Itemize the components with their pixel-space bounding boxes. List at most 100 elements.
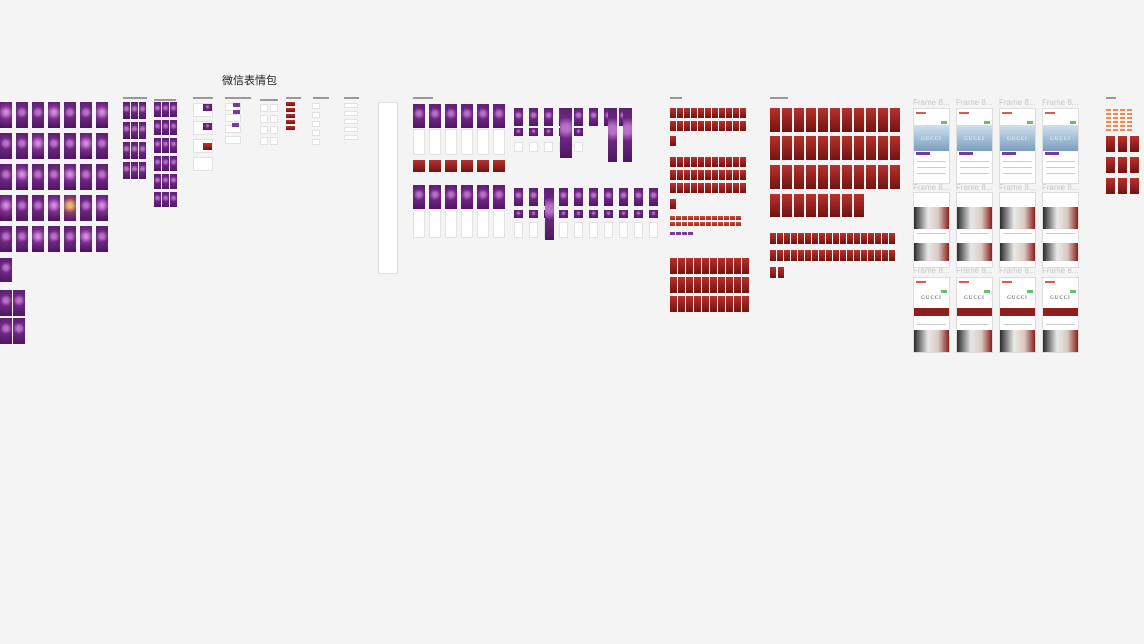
- red-artboard[interactable]: [819, 250, 825, 261]
- red-artboard[interactable]: [770, 165, 780, 189]
- red-artboard[interactable]: [847, 233, 853, 244]
- red-artboard[interactable]: [730, 216, 735, 220]
- red-artboard[interactable]: [688, 222, 693, 226]
- red-artboard[interactable]: [686, 277, 693, 293]
- red-artboard[interactable]: [691, 108, 697, 118]
- screen-artboard[interactable]: [608, 108, 617, 162]
- red-artboard[interactable]: [1130, 136, 1139, 152]
- red-artboard[interactable]: [866, 136, 876, 160]
- screen-artboard[interactable]: [559, 210, 568, 218]
- orange-artboard[interactable]: [1113, 125, 1118, 127]
- red-artboard[interactable]: [890, 108, 900, 132]
- sticker-artboard[interactable]: [0, 195, 12, 221]
- sticker-artboard[interactable]: [131, 122, 138, 139]
- sticker-artboard[interactable]: [96, 164, 108, 190]
- sticker-artboard[interactable]: [96, 133, 108, 159]
- red-artboard[interactable]: [694, 222, 699, 226]
- sticker-artboard[interactable]: [203, 143, 212, 150]
- frame-label[interactable]: Frame 8...: [1042, 266, 1079, 275]
- sticker-artboard[interactable]: [0, 318, 12, 344]
- red-artboard[interactable]: [798, 233, 804, 244]
- sticker-artboard[interactable]: [32, 164, 44, 190]
- sticker-artboard[interactable]: [16, 226, 28, 252]
- red-artboard[interactable]: [806, 194, 816, 217]
- red-artboard[interactable]: [740, 121, 746, 131]
- red-artboard[interactable]: [726, 157, 732, 167]
- white-frame[interactable]: [270, 104, 278, 112]
- red-artboard[interactable]: [842, 165, 852, 189]
- sticker-artboard[interactable]: [232, 123, 239, 127]
- sticker-artboard[interactable]: [64, 102, 76, 128]
- orange-artboard[interactable]: [1127, 113, 1132, 115]
- sticker-artboard[interactable]: [123, 142, 130, 159]
- red-artboard[interactable]: [806, 136, 816, 160]
- white-frame[interactable]: [260, 126, 268, 134]
- red-artboard[interactable]: [691, 121, 697, 131]
- screen-artboard[interactable]: [529, 188, 538, 206]
- red-artboard[interactable]: [670, 296, 677, 312]
- sticker-artboard[interactable]: [233, 103, 240, 107]
- red-artboard[interactable]: [740, 183, 746, 193]
- phone-mockup-artboard[interactable]: GUCCI: [1042, 108, 1079, 184]
- screen-artboard[interactable]: [429, 160, 441, 172]
- red-artboard[interactable]: [726, 121, 732, 131]
- orange-artboard[interactable]: [1113, 129, 1118, 131]
- red-artboard[interactable]: [712, 157, 718, 167]
- orange-artboard[interactable]: [1120, 125, 1125, 127]
- phone-mockup-artboard[interactable]: GUCCI: [999, 108, 1036, 184]
- screen-artboard[interactable]: [413, 185, 425, 209]
- red-artboard[interactable]: [691, 183, 697, 193]
- red-artboard[interactable]: [794, 194, 804, 217]
- red-artboard[interactable]: [840, 233, 846, 244]
- orange-artboard[interactable]: [1106, 125, 1111, 127]
- red-artboard[interactable]: [791, 250, 797, 261]
- red-artboard[interactable]: [682, 216, 687, 220]
- orange-artboard[interactable]: [1127, 125, 1132, 127]
- red-artboard[interactable]: [698, 157, 704, 167]
- red-artboard[interactable]: [719, 183, 725, 193]
- white-frame[interactable]: [312, 130, 320, 136]
- red-artboard[interactable]: [882, 250, 888, 261]
- red-artboard[interactable]: [782, 108, 792, 132]
- red-artboard[interactable]: [694, 258, 701, 274]
- white-frame[interactable]: [312, 112, 320, 118]
- red-artboard[interactable]: [712, 216, 717, 220]
- orange-artboard[interactable]: [1106, 129, 1111, 131]
- red-artboard[interactable]: [726, 170, 732, 180]
- screen-artboard[interactable]: [445, 160, 457, 172]
- red-artboard[interactable]: [742, 258, 749, 274]
- phone-mockup-artboard[interactable]: [913, 192, 950, 268]
- red-artboard[interactable]: [770, 267, 776, 278]
- screen-artboard[interactable]: [619, 210, 628, 218]
- sticker-artboard[interactable]: [32, 195, 44, 221]
- sticker-artboard[interactable]: [32, 226, 44, 252]
- red-artboard[interactable]: [710, 296, 717, 312]
- screen-artboard[interactable]: [560, 108, 572, 158]
- red-artboard[interactable]: [718, 296, 725, 312]
- red-artboard[interactable]: [1130, 157, 1139, 173]
- screen-artboard[interactable]: [477, 210, 489, 238]
- screen-artboard[interactable]: [413, 104, 425, 128]
- white-frame[interactable]: [344, 111, 358, 116]
- red-artboard[interactable]: [866, 165, 876, 189]
- red-artboard[interactable]: [677, 170, 683, 180]
- white-frame[interactable]: [270, 126, 278, 134]
- red-artboard[interactable]: [730, 222, 735, 226]
- orange-artboard[interactable]: [1127, 129, 1132, 131]
- white-frame[interactable]: [312, 121, 320, 127]
- screen-artboard[interactable]: [514, 108, 523, 126]
- red-artboard[interactable]: [678, 277, 685, 293]
- red-artboard[interactable]: [878, 165, 888, 189]
- frame-label[interactable]: Frame 8...: [999, 266, 1036, 275]
- red-artboard[interactable]: [791, 233, 797, 244]
- screen-artboard[interactable]: [623, 108, 632, 162]
- sticker-artboard[interactable]: [154, 156, 161, 171]
- sticker-artboard[interactable]: [203, 104, 212, 111]
- red-artboard[interactable]: [734, 277, 741, 293]
- sticker-artboard[interactable]: [162, 120, 169, 135]
- sticker-artboard[interactable]: [139, 142, 146, 159]
- phone-mockup-artboard[interactable]: [1042, 192, 1079, 268]
- sticker-artboard[interactable]: [286, 126, 295, 130]
- screen-artboard[interactable]: [445, 210, 457, 238]
- orange-artboard[interactable]: [1127, 109, 1132, 111]
